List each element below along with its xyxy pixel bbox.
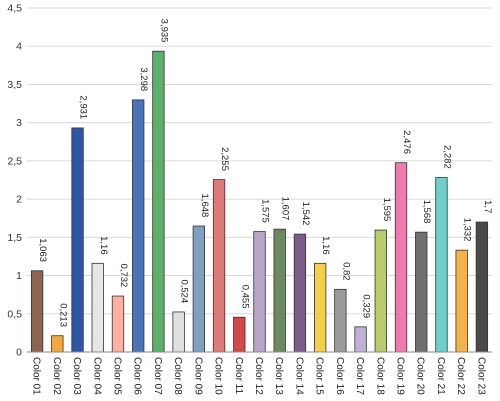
bar-15: [314, 262, 327, 353]
x-tick-label: Color 08: [172, 357, 183, 395]
y-tick-label: 0: [16, 347, 22, 359]
data-label-18: 1,595: [381, 198, 392, 222]
x-tick-label: Color 14: [293, 357, 304, 395]
data-label-21: 2,282: [441, 145, 452, 169]
x-tick-label: Color 12: [253, 357, 264, 395]
x-tick-label: Color 21: [435, 357, 446, 395]
x-tick-label: Color 06: [132, 357, 143, 395]
bar-10: [212, 179, 226, 353]
bar-19: [394, 162, 408, 353]
bar-23: [475, 221, 489, 353]
gridlines: [27, 7, 492, 353]
x-tick-label: Color 20: [415, 357, 426, 395]
data-labels: 1,063 0,213 2,931 1,16 0,732 3,298 3,935 0,524 1…: [37, 19, 493, 327]
data-label-16: 0,82: [340, 262, 351, 281]
data-label-4: 1,16: [98, 236, 109, 255]
x-tick-label: Color 13: [273, 357, 284, 395]
bar-4: [91, 262, 104, 353]
y-tick-label: 4,5: [7, 3, 22, 15]
y-tick-label: 1,5: [7, 232, 22, 244]
x-tick-label: Color 17: [354, 357, 365, 395]
bar-6: [132, 99, 145, 353]
data-label-22: 1,332: [462, 218, 473, 242]
data-label-14: 1,542: [300, 202, 311, 226]
bar-8: [172, 311, 185, 353]
x-tick-label: Color 18: [374, 357, 385, 395]
y-tick-label: 3,5: [7, 79, 22, 91]
data-label-12: 1,575: [260, 199, 271, 223]
y-tick-label: 2: [16, 194, 22, 206]
data-label-6: 3,298: [138, 67, 149, 91]
x-axis-ticks: Color 01 Color 02 Color 03 Color 04 Color 05…: [31, 357, 487, 395]
data-label-7: 3,935: [158, 19, 169, 43]
data-label-2: 0,213: [57, 303, 68, 327]
bar-21: [435, 177, 448, 353]
data-label-9: 1,648: [199, 194, 210, 218]
x-tick-label: Color 22: [455, 357, 466, 395]
y-axis-ticks: 0 0,5 1 1,5 2 2,5 3 3,5 4 4,5: [7, 3, 22, 359]
x-tick-label: Color 11: [233, 357, 244, 394]
bar-7: [152, 50, 165, 353]
bar-11: [233, 316, 246, 353]
data-label-20: 1,568: [421, 200, 432, 224]
data-label-3: 2,931: [78, 95, 89, 119]
x-tick-label: Color 02: [51, 357, 62, 395]
data-label-17: 0,329: [361, 294, 372, 318]
bar-16: [334, 288, 347, 353]
x-tick-label: Color 10: [213, 357, 224, 395]
x-tick-label: Color 23: [475, 357, 486, 395]
x-tick-label: Color 03: [71, 357, 82, 395]
x-tick-label: Color 16: [334, 357, 345, 395]
x-tick-label: Color 15: [314, 357, 325, 395]
data-label-13: 1,607: [280, 197, 291, 221]
data-label-15: 1,16: [320, 236, 331, 255]
bar-3: [71, 127, 84, 353]
y-tick-label: 4: [16, 41, 22, 53]
y-tick-label: 3: [16, 117, 22, 129]
bar-20: [415, 231, 428, 353]
data-label-19: 2,476: [401, 130, 412, 154]
y-tick-label: 2,5: [7, 155, 22, 167]
bar-17: [354, 326, 367, 353]
bar-22: [455, 249, 468, 353]
bar-5: [111, 295, 125, 353]
bar-1: [30, 270, 44, 353]
x-tick-label: Color 01: [31, 357, 42, 395]
x-tick-label: Color 09: [192, 357, 203, 395]
bar-2: [51, 335, 64, 353]
bar-18: [374, 229, 387, 353]
x-tick-label: Color 05: [111, 357, 122, 395]
data-label-11: 0,455: [239, 285, 250, 309]
bar-14: [293, 233, 307, 353]
data-label-8: 0,524: [179, 279, 190, 303]
data-label-23: 1,7: [482, 200, 493, 213]
bar-9: [192, 225, 205, 353]
x-tick-label: Color 07: [152, 357, 163, 395]
bars: [30, 50, 489, 353]
data-label-10: 2,255: [219, 147, 230, 171]
y-tick-label: 1: [16, 270, 22, 282]
bar-13: [273, 228, 286, 353]
x-tick-label: Color 19: [395, 357, 406, 395]
bar-12: [253, 231, 266, 353]
data-label-1: 1,063: [37, 238, 48, 262]
data-label-5: 0,732: [118, 264, 129, 288]
x-tick-label: Color 04: [91, 357, 102, 395]
y-tick-label: 0,5: [7, 308, 22, 320]
